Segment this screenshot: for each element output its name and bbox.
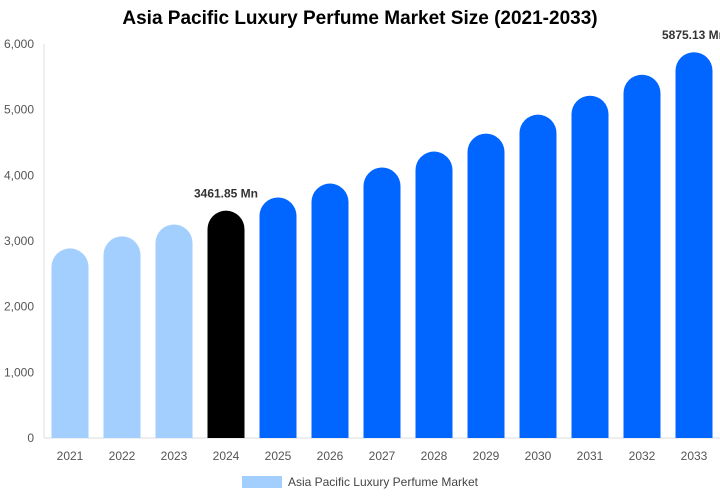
bar-2026 [311, 183, 349, 438]
bar-2032 [623, 74, 661, 439]
y-tick-label: 2,000 [4, 300, 34, 314]
bar-2023 [155, 224, 193, 438]
legend-label[interactable]: Asia Pacific Luxury Perfume Market [287, 475, 479, 489]
x-tick-label: 2022 [109, 449, 136, 463]
x-tick-label: 2030 [525, 449, 552, 463]
bar-2030 [519, 114, 557, 438]
y-tick-label: 5,000 [4, 103, 34, 117]
chart-title: Asia Pacific Luxury Perfume Market Size … [122, 8, 598, 29]
bar-2025 [259, 197, 297, 438]
x-tick-label: 2021 [57, 449, 84, 463]
y-tick-label: 0 [27, 431, 34, 445]
y-tick-label: 1,000 [4, 365, 34, 379]
bar-2033 [675, 52, 713, 439]
x-tick-label: 2032 [629, 449, 656, 463]
data-label: 3461.85 Mn [194, 187, 258, 201]
bar-2031 [571, 95, 609, 439]
bar-2021 [51, 248, 89, 438]
y-tick-label: 4,000 [4, 168, 34, 182]
x-tick-label: 2026 [317, 449, 344, 463]
bar-2027 [363, 167, 401, 438]
x-tick-label: 2024 [213, 449, 240, 463]
bar-2024 [207, 210, 245, 438]
bar-2029 [467, 133, 505, 438]
x-tick-label: 2031 [577, 449, 604, 463]
y-tick-label: 3,000 [4, 234, 34, 248]
x-tick-label: 2023 [161, 449, 188, 463]
x-tick-label: 2025 [265, 449, 292, 463]
y-tick-label: 6,000 [4, 37, 34, 51]
bar-2022 [103, 236, 141, 438]
bar-2028 [415, 151, 453, 438]
x-tick-label: 2028 [421, 449, 448, 463]
data-label: 5875.13 Mn [662, 28, 720, 42]
legend-swatch [241, 476, 282, 488]
x-tick-label: 2029 [473, 449, 500, 463]
x-tick-label: 2027 [369, 449, 396, 463]
x-tick-label: 2033 [681, 449, 708, 463]
legend: Asia Pacific Luxury Perfume Market [0, 475, 720, 489]
